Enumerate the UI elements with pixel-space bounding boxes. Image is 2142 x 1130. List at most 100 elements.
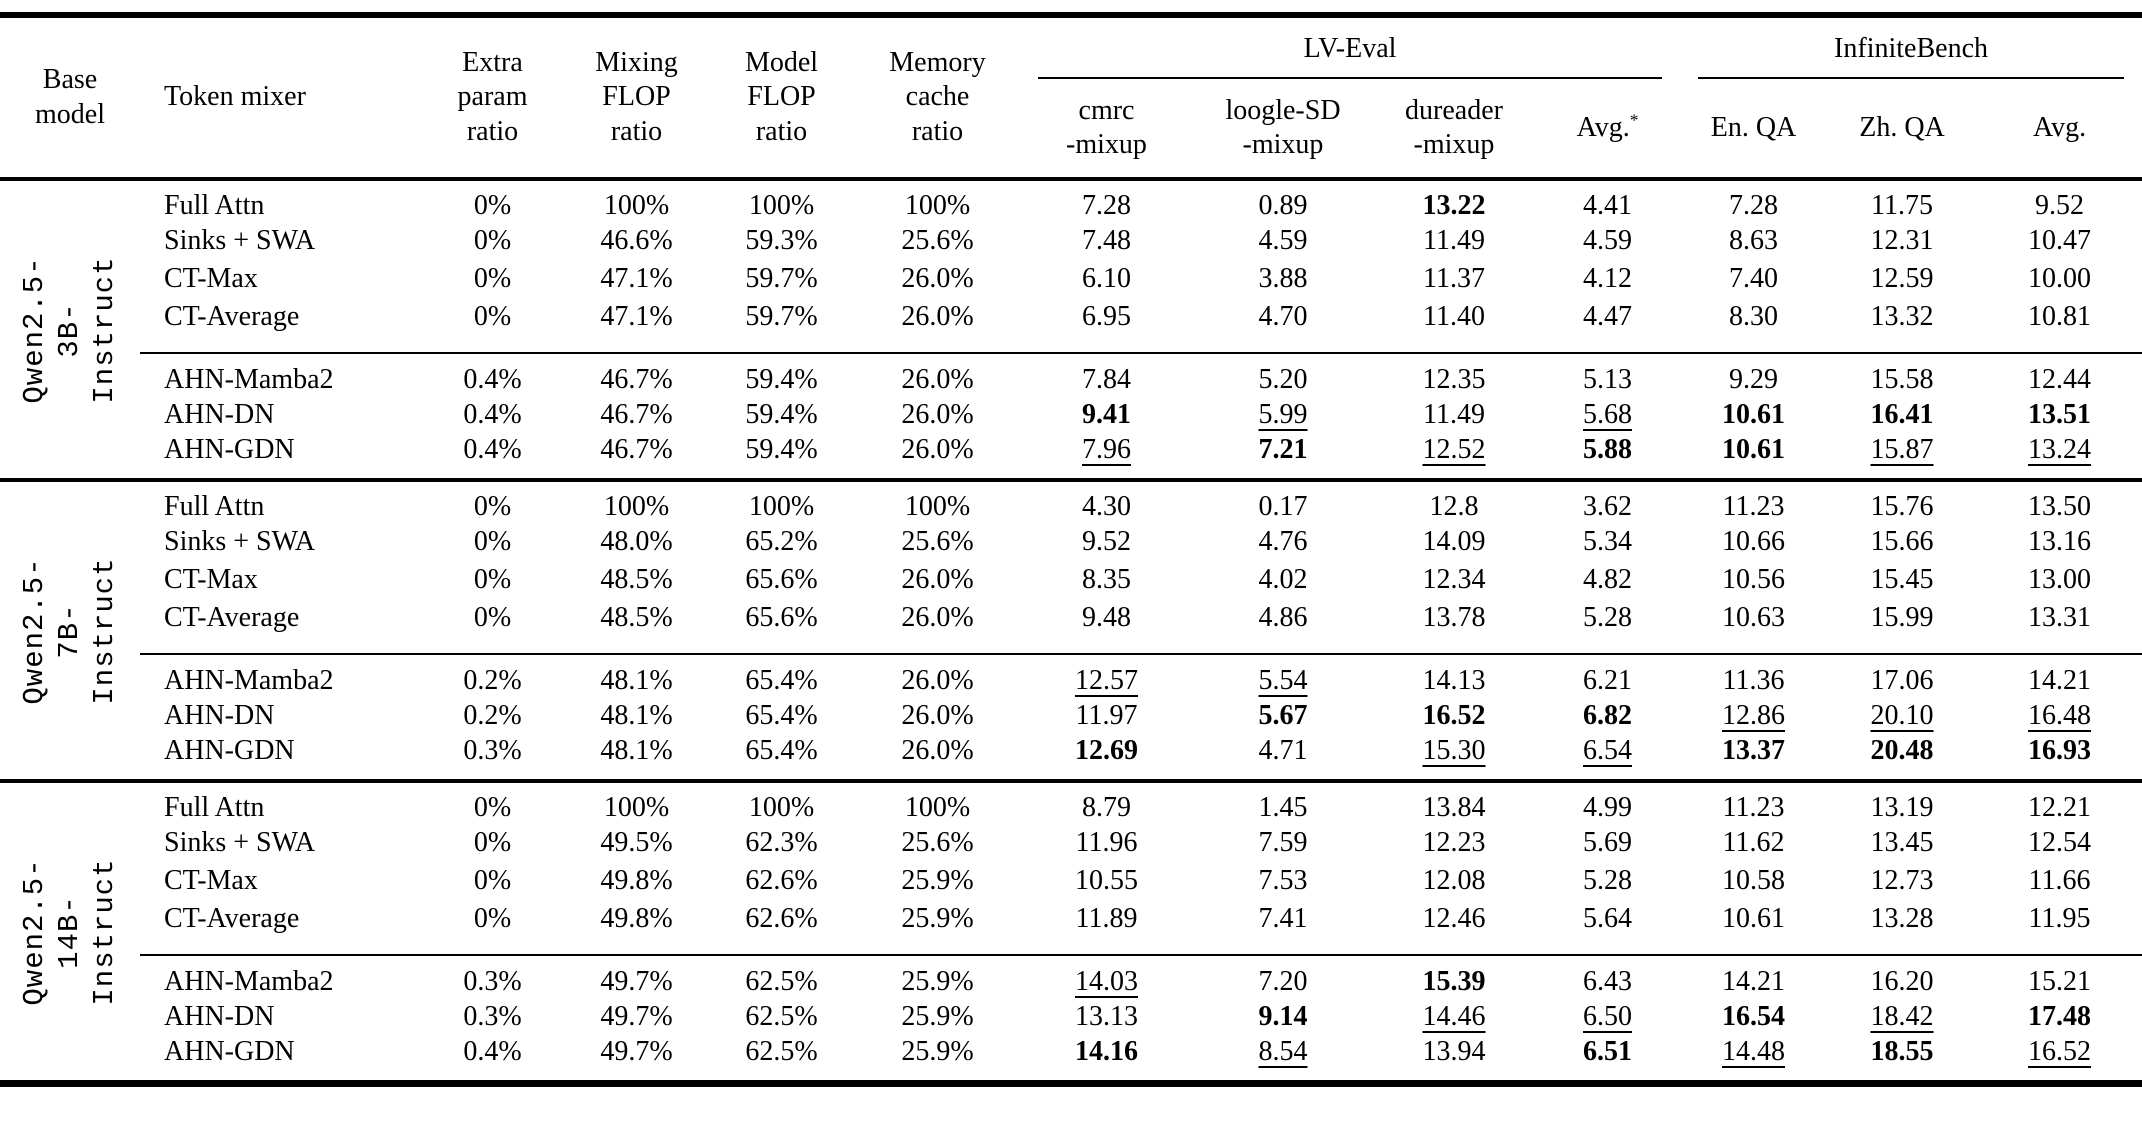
ratio-cell: 0% (473, 263, 512, 294)
metric-cell: 13.16 (2028, 526, 2092, 557)
ratio-cell: 65.6% (745, 564, 818, 595)
metric-cell: 7.84 (1082, 364, 1131, 395)
metric-cell: 11.40 (1423, 301, 1485, 332)
token-mixer-cell: AHN-Mamba2 (164, 966, 334, 997)
ratio-cell: 100% (603, 190, 670, 221)
metric-cell: 10.58 (1722, 865, 1786, 896)
metric-cell: 18.42 (1870, 1001, 1934, 1032)
table-row: Qwen2.5-7B- Instruct Full Attn 0% 100% 100% 1… (0, 480, 2142, 704)
ratio-cell: 49.8% (600, 903, 673, 934)
metric-cell: 5.64 (1583, 903, 1632, 934)
group-3: Qwen2.5-14B- Instruct Full Attn 0% 100% 100%… (0, 781, 2142, 1084)
metric-cell: 13.45 (1870, 827, 1934, 858)
ratio-cell: 25.9% (901, 1001, 974, 1032)
ratio-cell: 47.1% (600, 301, 673, 332)
table-row: Sinks + SWA 0% 49.5% 62.3% 25.6% 11.96 7.59 12.… (0, 824, 2142, 862)
metric-cell: 10.55 (1075, 865, 1138, 896)
token-mixer-cell: AHN-GDN (164, 434, 295, 465)
mid-rule (140, 938, 2142, 956)
metric-cell: 20.10 (1870, 700, 1934, 731)
metric-cell: 13.37 (1722, 735, 1786, 766)
metric-cell: 15.45 (1870, 564, 1934, 595)
mid-rule (140, 336, 2142, 354)
metric-cell: 9.29 (1729, 364, 1779, 395)
avg-label: Avg. (1576, 111, 1630, 143)
ratio-cell: 65.2% (745, 526, 818, 557)
metric-cell: 11.75 (1871, 190, 1933, 221)
token-mixer-cell: CT-Max (164, 865, 258, 896)
ratio-cell: 62.6% (745, 865, 818, 896)
metric-cell: 1.45 (1258, 792, 1308, 823)
ratio-cell: 62.3% (745, 827, 818, 858)
token-mixer-cell: Full Attn (164, 190, 265, 221)
table-row: AHN-Mamba2 0.4% 46.7% 59.4% 26.0% 7.84 5.20 12.… (0, 353, 2142, 396)
table-row: Sinks + SWA 0% 48.0% 65.2% 25.6% 9.52 4.76 14.0… (0, 523, 2142, 561)
metric-cell: 4.41 (1583, 190, 1632, 221)
ratio-cell: 48.1% (600, 735, 673, 766)
metric-cell: 14.46 (1422, 1001, 1486, 1032)
metric-cell: 13.00 (2028, 564, 2092, 595)
token-mixer-cell: AHN-GDN (164, 735, 295, 766)
token-mixer-cell: AHN-Mamba2 (164, 364, 334, 395)
table-row: CT-Average 0% 49.8% 62.6% 25.9% 11.89 7.41 12.4… (0, 900, 2142, 938)
metric-cell: 14.21 (1722, 966, 1786, 997)
table-row: CT-Max 0% 48.5% 65.6% 26.0% 8.35 4.02 12.34 4.82… (0, 561, 2142, 599)
ratio-cell: 0.2% (463, 700, 522, 731)
metric-cell: 11.36 (1722, 665, 1785, 696)
metric-cell: 14.48 (1722, 1036, 1786, 1067)
metric-cell: 15.21 (2028, 966, 2092, 997)
ratio-cell: 100% (904, 190, 971, 221)
token-mixer-cell: CT-Average (164, 602, 300, 633)
metric-cell: 6.50 (1583, 1001, 1632, 1032)
metric-cell: 12.59 (1870, 263, 1934, 294)
ratio-cell: 46.7% (600, 364, 673, 395)
metric-cell: 12.23 (1422, 827, 1486, 858)
metric-cell: 13.51 (2028, 399, 2092, 430)
base-model-label: Qwen2.5-7B- Instruct (17, 556, 121, 705)
group-1: Qwen2.5-3B- Instruct Full Attn 0% 100% 100% 1… (0, 179, 2142, 480)
ratio-cell: 0.3% (463, 735, 522, 766)
metric-cell: 5.54 (1258, 665, 1308, 696)
ratio-cell: 26.0% (901, 602, 974, 633)
ratio-cell: 100% (748, 792, 815, 823)
ratio-cell: 100% (904, 491, 971, 522)
table-row: AHN-GDN 0.4% 49.7% 62.5% 25.9% 14.16 8.54 13.94… (0, 1036, 2142, 1084)
metric-cell: 12.21 (2028, 792, 2092, 823)
metric-cell: 12.46 (1422, 903, 1486, 934)
base-model-cell: Qwen2.5-3B- Instruct (0, 179, 140, 480)
metric-cell: 4.82 (1583, 564, 1632, 595)
ratio-cell: 46.7% (600, 434, 673, 465)
metric-cell: 9.14 (1258, 1001, 1308, 1032)
ratio-cell: 46.6% (600, 225, 673, 256)
group-divider-row (0, 938, 2142, 956)
metric-cell: 13.28 (1870, 903, 1934, 934)
metric-cell: 13.94 (1422, 1036, 1486, 1067)
metric-cell: 13.32 (1870, 301, 1934, 332)
metric-cell: 13.13 (1075, 1001, 1138, 1032)
metric-cell: 10.61 (1722, 434, 1786, 465)
table-row: AHN-DN 0.2% 48.1% 65.4% 26.0% 11.97 5.67 16.52 6… (0, 697, 2142, 735)
token-mixer-cell: AHN-Mamba2 (164, 665, 334, 696)
metric-cell: 5.28 (1583, 865, 1632, 896)
metric-cell: 11.62 (1722, 827, 1785, 858)
metric-cell: 13.78 (1422, 602, 1486, 633)
metric-cell: 13.50 (2028, 491, 2092, 522)
ratio-cell: 0% (473, 564, 512, 595)
metric-cell: 4.47 (1583, 301, 1632, 332)
metric-cell: 11.49 (1423, 399, 1485, 430)
metric-cell: 10.61 (1722, 399, 1786, 430)
ratio-cell: 47.1% (600, 263, 673, 294)
table-row: Qwen2.5-3B- Instruct Full Attn 0% 100% 100% 1… (0, 179, 2142, 403)
ratio-cell: 100% (904, 792, 971, 823)
token-mixer-cell: Sinks + SWA (164, 225, 316, 256)
col-header-extra-param-ratio: Extra param ratio (457, 47, 528, 147)
metric-cell: 8.30 (1729, 301, 1779, 332)
metric-cell: 10.63 (1722, 602, 1786, 633)
metric-cell: 12.35 (1422, 364, 1486, 395)
col-header-model-flop-ratio: Model FLOP ratio (744, 47, 819, 147)
ratio-cell: 49.7% (600, 966, 673, 997)
header-row-1: Base model Token mixer Extra param ratio… (0, 15, 2142, 147)
metric-cell: 8.35 (1082, 564, 1131, 595)
ratio-cell: 49.8% (600, 865, 673, 896)
